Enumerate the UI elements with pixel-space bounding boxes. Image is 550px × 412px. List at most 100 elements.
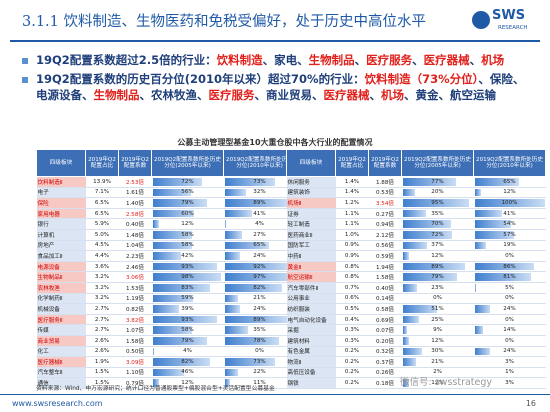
percentile-bar [474,347,490,356]
table-row: 休闲服务 1.4% 1.88倍 77% 65% [286,176,546,188]
table-cell: 物流Ⅱ [286,356,336,368]
percentile-bar [474,305,490,313]
cell-text: 0.26倍 [375,370,395,377]
cell-text: 78% [253,337,266,344]
table-row: 航空运输Ⅱ 0.8% 1.58倍 79% 81% [286,271,546,283]
percentile-bar [224,178,276,186]
cell-text: 机械设备 [37,306,60,313]
cell-text: 4% [183,348,192,355]
cell-text: 19% [503,242,516,249]
table-cell: 13.9% [85,176,119,188]
table-cell: 0.07倍 [368,324,402,336]
table-cell: 12% [401,250,474,262]
cell-text: 传媒 [37,328,49,335]
table-cell: 97% [223,271,296,283]
cell-text: 0.32倍 [375,349,395,356]
table-cell: 32% [223,187,296,199]
bullet-text: 、 [297,53,309,67]
cell-text: 电子 [37,190,49,197]
cell-text: 2.6% [94,337,110,344]
column-header: 2019Q2配置系数所处历史分位(2010年以来) [473,149,546,177]
table-cell: 0.37倍 [368,356,402,368]
cell-text: 电气自动化设备 [287,317,327,324]
cell-text: 医药商业Ⅱ [287,232,313,239]
table-cell: 医药商业Ⅱ [286,229,336,241]
table-cell: 35% [401,208,474,220]
cell-text: 79% [181,199,194,206]
table-cell: 51% [401,303,474,315]
table-cell: 0.2% [335,367,369,379]
cell-text: 0.4% [344,316,360,323]
percentile-bar [224,252,240,260]
table-cell: 0.40倍 [368,282,402,294]
table-cell: 73% [223,176,296,188]
table-cell: 1.4% [335,187,369,199]
cell-text: 1.88倍 [375,179,395,186]
table-row: 医疗服务Ⅱ 2.7% 3.82倍 93% 89% [36,314,296,326]
cell-text: 3.06倍 [125,275,145,282]
cell-text: 79% [431,274,444,281]
table-cell: 81% [473,271,546,283]
cell-text: 5.0% [94,231,110,238]
table-cell: 2.6% [85,346,119,358]
table-cell: 0.40倍 [118,218,152,230]
cell-text: 73% [253,178,266,185]
table-cell: 3.2% [85,282,119,294]
source-note: 资料来源：Wind、申万宏源研究；统计口径为普通股票型+偏股混合型+灵活配置型公… [36,386,275,392]
table-cell: 0.3% [335,335,369,347]
table-cell: 5.9% [85,218,119,230]
cell-text: 24% [253,252,266,259]
table-cell: 0.9% [335,240,369,252]
cell-text: 建筑装饰 [287,190,310,197]
cell-text: 5% [505,284,514,291]
cell-text: 通信 [37,381,49,388]
cell-text: 0% [505,337,514,344]
table-row: 商业贸易 2.6% 1.58倍 79% 78% [36,335,296,347]
table-row: 电子 7.1% 1.61倍 56% 32% [36,187,296,199]
bullet-text: 、保险、电源设备、 [36,72,525,102]
percentile-bar [402,379,410,387]
percentile-bar [152,379,160,387]
percentile-bar [402,273,458,281]
cell-text: 79% [181,337,194,344]
cell-text: 82% [253,284,266,291]
cell-text: 农林牧渔 [37,285,60,292]
cell-text: 航空运输Ⅱ [287,275,313,282]
table-cell: 27% [223,229,296,241]
cell-text: 计算机 [37,232,55,239]
table-cell: 37% [401,240,474,252]
table-cell: 0.20倍 [368,335,402,347]
table-cell: 0% [473,250,546,262]
table-cell: 58% [151,229,224,241]
cell-text: 27% [253,231,266,238]
table-row: 轻工制造 1.1% 0.94倍 70% 54% [286,218,546,230]
cell-text: 中药Ⅱ [287,253,302,260]
table-cell: 化学制药Ⅱ [36,293,86,305]
cell-text: 0.58倍 [375,306,395,313]
table-row: 农林牧渔 3.2% 1.53倍 83% 82% [36,282,296,294]
cell-text: 0.2% [344,380,360,387]
cell-text: 3.2% [94,284,110,291]
cell-text: 1.9% [94,358,110,365]
table-cell: 电子 [36,187,86,199]
header-row: 四级板块 2019年Q2配置占比 2019年Q2配置系数 2019Q2配置系数所处历史… [286,149,546,177]
cell-text: 56% [181,189,194,196]
table-cell: 0.6% [335,293,369,305]
cell-text: 77% [431,178,444,185]
table-cell: 建筑装饰 [286,187,336,199]
table-cell: 79% [151,335,224,347]
cell-text: 0.59倍 [375,253,395,260]
percentile-bar [474,273,531,281]
table-row: 饮料制造Ⅱ 13.9% 2.53倍 72% 73% [36,176,296,188]
table-row: 钢铁 0.2% 0.18倍 12% 3% [286,377,546,389]
cell-text: 物流Ⅱ [287,359,302,366]
table-cell: 2.46倍 [118,261,152,273]
table-cell: 89% [401,261,474,273]
percentile-bar [474,283,477,292]
cell-text: 0.94倍 [375,222,395,229]
cell-text: 汽车零部件Ⅱ [287,285,319,292]
cell-text: 0.8% [344,274,360,281]
table-cell: 12% [401,335,474,347]
cell-text: 7.1% [94,189,110,196]
table-cell: 83% [151,282,224,294]
